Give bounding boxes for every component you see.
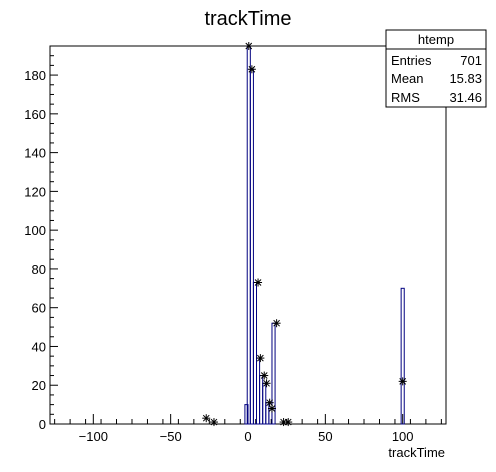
y-tick-label: 0	[39, 417, 46, 432]
x-tick-label: −100	[79, 429, 108, 444]
x-tick-label: 0	[244, 429, 251, 444]
x-tick-label: 50	[318, 429, 332, 444]
stats-box-title: htemp	[418, 32, 454, 47]
y-tick-label: 100	[24, 223, 46, 238]
chart-title: trackTime	[204, 8, 291, 30]
stats-mean-value: 15.83	[449, 71, 482, 86]
data-marker	[247, 65, 256, 74]
y-tick-label: 80	[32, 262, 46, 277]
x-tick-label: −50	[160, 429, 182, 444]
data-marker	[254, 278, 263, 287]
stats-box-frame	[385, 29, 487, 108]
y-tick-label: 180	[24, 68, 46, 83]
data-marker	[256, 354, 265, 363]
stats-entries-value: 701	[460, 53, 482, 68]
histogram-bins	[244, 45, 405, 425]
y-tick-label: 20	[32, 378, 46, 393]
data-markers	[202, 42, 407, 427]
data-marker	[260, 371, 269, 380]
y-tick-label: 140	[24, 146, 46, 161]
y-tick-label: 60	[32, 301, 46, 316]
histogram-bin	[400, 287, 405, 425]
y-tick-label: 160	[24, 107, 46, 122]
x-axis: −100 −50 0 50 100	[54, 414, 442, 444]
stats-entries-label: Entries	[391, 53, 432, 68]
data-marker	[272, 319, 281, 328]
data-marker	[398, 377, 407, 386]
data-marker	[202, 414, 211, 423]
data-marker	[209, 418, 218, 427]
histogram-bin	[244, 404, 249, 425]
stats-rms-value: 31.46	[449, 90, 482, 105]
data-marker	[284, 418, 293, 427]
x-tick-label: 100	[392, 429, 414, 444]
y-tick-label: 120	[24, 184, 46, 199]
x-axis-label: trackTime	[388, 445, 445, 460]
stats-box: htemp Entries 701 Mean 15.83 RMS 31.46	[385, 29, 487, 108]
data-marker	[262, 379, 271, 388]
y-axis: 0 20 40 60 80 100 120 140 160 180	[24, 45, 58, 432]
data-marker	[244, 42, 253, 50]
stats-mean-label: Mean	[391, 71, 424, 86]
data-marker	[267, 404, 276, 413]
stats-rms-label: RMS	[391, 90, 420, 105]
y-tick-label: 40	[32, 339, 46, 354]
